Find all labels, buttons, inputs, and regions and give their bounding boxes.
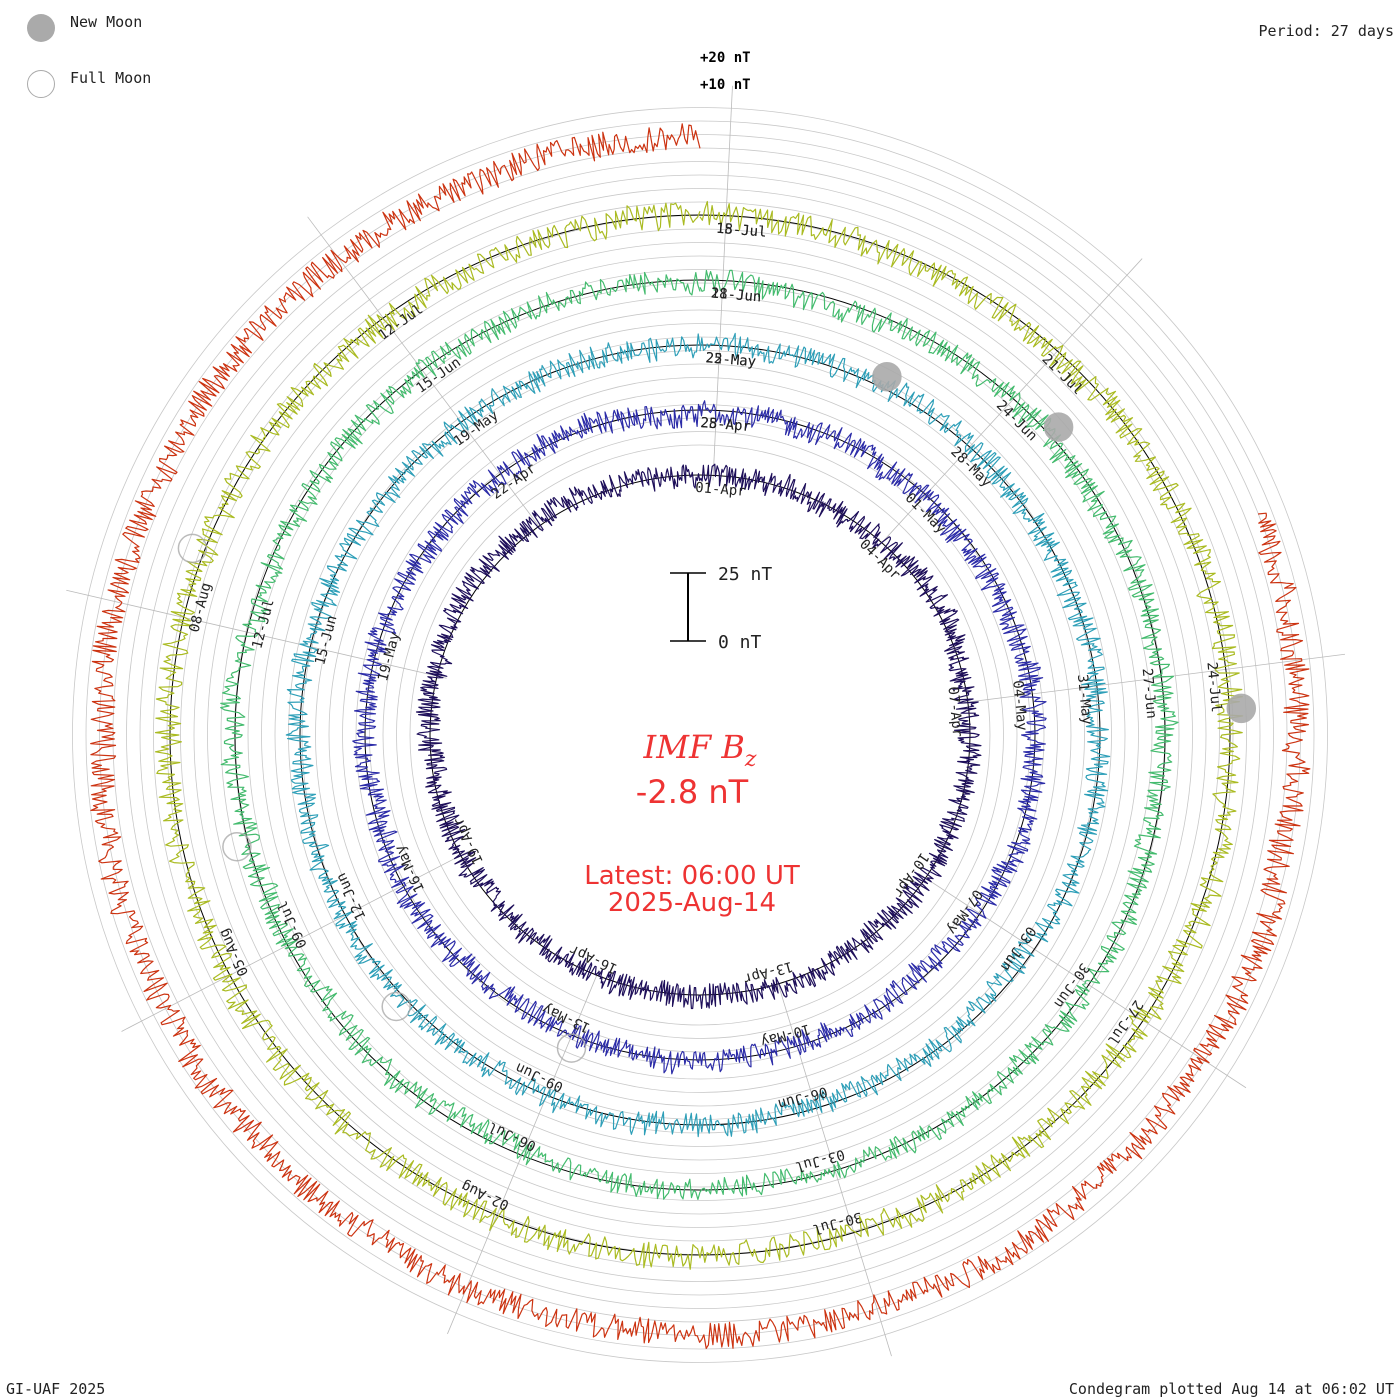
series-trace-2 <box>352 400 1047 1075</box>
latest-time: Latest: 06:00 UT <box>584 861 800 891</box>
date-label: 09-Jun <box>513 1059 566 1095</box>
series-trace-5 <box>154 200 1244 1270</box>
date-label: 15-Jul <box>715 221 767 241</box>
period-label: Period: 27 days <box>1258 22 1394 40</box>
grid-circle <box>355 390 1045 1080</box>
plotted-timestamp: Condegram plotted Aug 14 at 06:02 UT <box>1068 1380 1394 1398</box>
date-label: 18-Jun <box>710 285 762 305</box>
full-moon-marker <box>556 1033 587 1063</box>
date-label: 27-Jul <box>1104 997 1146 1048</box>
series-trace-3 <box>285 332 1111 1138</box>
date-label: 15-Jun <box>312 614 340 667</box>
date-label: 07-Apr <box>945 686 966 738</box>
date-label: 04-Apr <box>856 536 903 583</box>
overlay: +20 nT +10 nT 25 nT 0 nT IMF Bz -2.8 nT … <box>584 50 800 918</box>
grid-circle <box>85 120 1315 1350</box>
series-layer <box>90 123 1311 1350</box>
latest-date: 2025-Aug-14 <box>608 888 776 918</box>
date-label: 31-May <box>1074 674 1095 726</box>
day-spoke <box>918 873 1247 1089</box>
grid <box>66 85 1346 1363</box>
date-label: 01-Apr <box>695 480 747 500</box>
credit-label: GI-UAF 2025 <box>6 1380 106 1398</box>
date-label: 28-Apr <box>700 415 752 435</box>
date-label: 22-May <box>705 350 757 370</box>
grid-circle <box>153 188 1247 1282</box>
date-label: 27-Jun <box>1139 667 1160 719</box>
grid-circle <box>301 336 1099 1134</box>
date-label: 19-May <box>451 407 501 449</box>
date-label: 25-May <box>705 350 757 370</box>
grid-circle <box>409 444 991 1026</box>
scale-label-20: +20 nT <box>700 50 751 66</box>
date-label: 13-May <box>540 1000 593 1036</box>
day-spoke <box>957 653 1346 704</box>
day-spoke <box>876 258 1143 549</box>
date-label: 18-Jul <box>715 221 767 241</box>
grid-circle <box>207 242 1193 1228</box>
date-label: 21-Jul <box>1039 351 1086 398</box>
date-label: 05-Aug <box>216 926 252 979</box>
series-trace-4 <box>220 269 1179 1201</box>
grid-circle <box>382 417 1018 1053</box>
date-label: 25-Apr <box>700 415 752 435</box>
zero-ring <box>234 279 1166 1191</box>
grid-circle <box>328 363 1072 1107</box>
date-label: 12-Jul <box>376 301 426 343</box>
grid-circle <box>274 309 1126 1161</box>
date-label: 04-May <box>1009 680 1030 732</box>
day-spoke <box>712 85 733 481</box>
new-moon-icon <box>27 14 55 42</box>
scale-bar-top-label: 25 nT <box>718 564 772 585</box>
grid-circle <box>342 377 1058 1093</box>
scale-bar-bottom-label: 0 nT <box>718 632 762 653</box>
series-trace-1 <box>415 463 982 1010</box>
grid-circle <box>193 228 1207 1242</box>
grid-circle <box>247 282 1153 1188</box>
grid-circle <box>261 296 1139 1174</box>
full-moon-marker <box>222 831 252 862</box>
full-moon-label: Full Moon <box>70 69 152 87</box>
grid-circle <box>166 201 1234 1269</box>
current-value: -2.8 nT <box>636 773 749 811</box>
new-moon-marker <box>1226 693 1257 724</box>
new-moon-marker <box>1043 412 1074 442</box>
grid-circle <box>126 161 1274 1309</box>
date-label: 21-Jun <box>710 285 762 305</box>
full-moon-icon <box>27 70 55 98</box>
date-label: 19-May <box>375 630 403 683</box>
date-label: 10-May <box>759 1020 812 1049</box>
grid-circle <box>99 134 1301 1336</box>
date-label: 06-Jul <box>486 1118 539 1154</box>
chart-title: IMF Bz <box>643 728 757 772</box>
date-label: 24-Jul <box>1203 661 1224 713</box>
new-moon-marker <box>872 361 902 392</box>
grid-circle <box>369 404 1031 1066</box>
scale-label-10: +10 nT <box>700 77 751 93</box>
series-trace-6 <box>90 123 1311 1350</box>
date-label: 12-Jul <box>249 598 277 651</box>
date-label: 30-Jun <box>1050 960 1092 1011</box>
new-moon-label: New Moon <box>70 13 143 31</box>
grid-circle <box>139 174 1261 1296</box>
full-moon-marker <box>177 533 208 564</box>
grid-circle <box>72 107 1328 1363</box>
full-moon-marker <box>381 991 411 1022</box>
grid-circle <box>220 255 1180 1215</box>
grid-circle <box>396 431 1004 1039</box>
day-spoke <box>66 589 447 679</box>
